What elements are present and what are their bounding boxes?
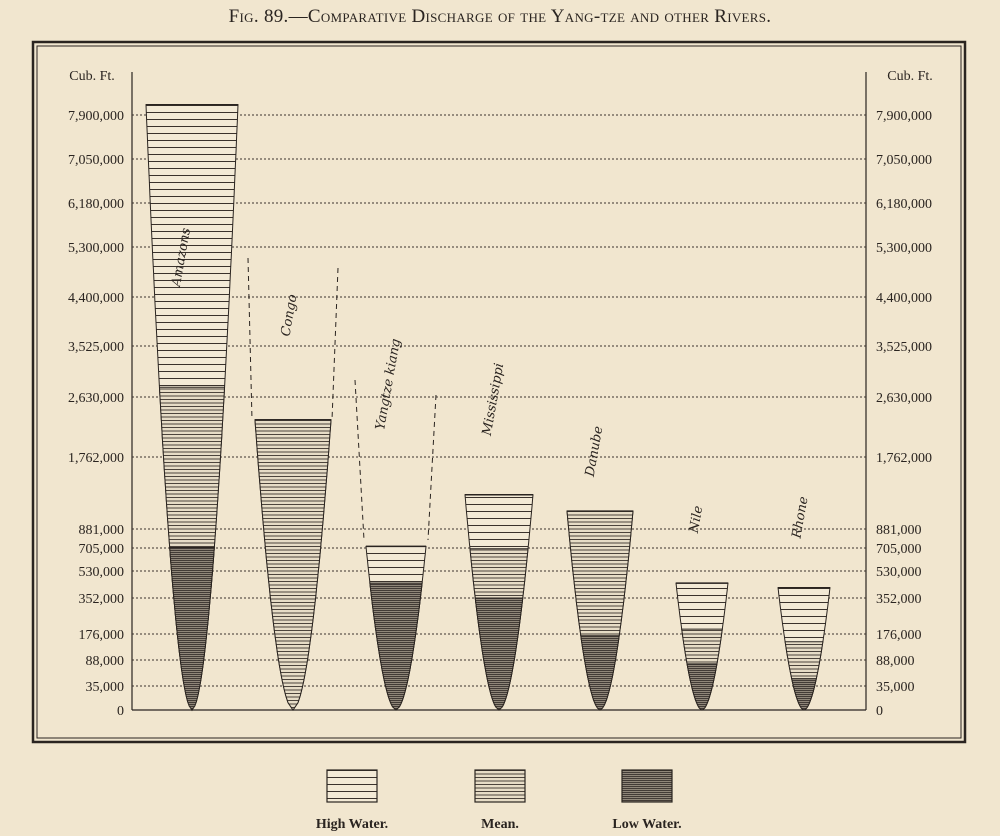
river-label: Rhone <box>789 495 811 540</box>
y-tick-label-left: 705,000 <box>79 542 125 557</box>
bar-rhone <box>777 586 831 711</box>
y-tick-label-right: 6,180,000 <box>876 197 932 212</box>
y-tick-label-left: 6,180,000 <box>68 197 124 212</box>
low-water-band <box>791 678 817 711</box>
y-tick-label-left: 881,000 <box>79 523 125 538</box>
y-tick-label-right: 88,000 <box>876 654 915 669</box>
chart-inner-frame <box>36 45 962 739</box>
dashed-connector <box>331 267 339 421</box>
bar-amazons <box>145 103 239 712</box>
y-tick-label-left: 0 <box>117 704 124 719</box>
bar-yangtze-kiang <box>365 545 427 711</box>
y-tick-label-right: 7,900,000 <box>876 109 932 124</box>
low-water-band <box>580 635 620 711</box>
legend-label: Mean. <box>481 817 519 832</box>
y-tick-label-left: 7,050,000 <box>68 153 124 168</box>
river-label: Yangtze kiang <box>373 338 404 432</box>
y-tick-label-right: 705,000 <box>876 542 922 557</box>
dashed-connector <box>354 379 365 541</box>
bar-danube <box>566 510 634 711</box>
river-label: Mississippi <box>480 362 508 438</box>
y-tick-label-right: 3,525,000 <box>876 340 932 355</box>
bar-nile <box>675 582 729 711</box>
low-water-band <box>686 663 718 711</box>
y-tick-label-left: 530,000 <box>79 565 125 580</box>
y-tick-label-right: 881,000 <box>876 523 922 538</box>
unit-label-left: Cub. Ft. <box>69 69 115 84</box>
figure-title: Fig. 89.—Comparative Discharge of the Ya… <box>228 6 772 27</box>
y-tick-label-right: 7,050,000 <box>876 153 932 168</box>
legend-label: High Water. <box>316 817 388 832</box>
y-tick-label-left: 4,400,000 <box>68 291 124 306</box>
y-tick-label-left: 1,762,000 <box>68 451 124 466</box>
river-label: Nile <box>687 504 707 535</box>
low-water-band <box>474 597 524 711</box>
legend-item: Mean. <box>474 769 526 832</box>
y-tick-label-left: 5,300,000 <box>68 241 124 256</box>
y-tick-label-left: 7,900,000 <box>68 109 124 124</box>
y-tick-label-right: 4,400,000 <box>876 291 932 306</box>
bar-congo <box>254 419 332 711</box>
y-tick-label-right: 530,000 <box>876 565 922 580</box>
legend-label: Low Water. <box>612 817 681 832</box>
dashed-connector <box>427 394 437 541</box>
legend-swatch <box>474 769 526 803</box>
y-tick-label-right: 1,762,000 <box>876 451 932 466</box>
y-tick-label-right: 352,000 <box>876 592 922 607</box>
mean-band <box>254 419 332 711</box>
y-tick-label-left: 35,000 <box>86 680 125 695</box>
y-tick-label-left: 2,630,000 <box>68 391 124 406</box>
y-tick-label-left: 352,000 <box>79 592 125 607</box>
low-water-band <box>369 582 423 711</box>
y-tick-label-right: 5,300,000 <box>876 241 932 256</box>
chart-outer-frame <box>31 40 967 744</box>
legend-swatch <box>621 769 673 803</box>
legend-swatch <box>326 769 378 803</box>
y-tick-label-left: 88,000 <box>86 654 125 669</box>
y-tick-label-right: 35,000 <box>876 680 915 695</box>
legend-item: High Water. <box>316 769 388 832</box>
y-tick-label-right: 176,000 <box>876 628 922 643</box>
y-tick-label-left: 176,000 <box>79 628 125 643</box>
low-water-band <box>169 547 215 711</box>
bar-mississippi <box>464 494 534 711</box>
river-label: Danube <box>583 425 607 479</box>
y-tick-label-right: 2,630,000 <box>876 391 932 406</box>
y-tick-label-right: 0 <box>876 704 883 719</box>
y-tick-label-left: 3,525,000 <box>68 340 124 355</box>
legend-item: Low Water. <box>612 769 682 832</box>
dashed-connector <box>247 257 253 421</box>
unit-label-right: Cub. Ft. <box>887 69 933 84</box>
river-label: Congo <box>278 293 300 337</box>
